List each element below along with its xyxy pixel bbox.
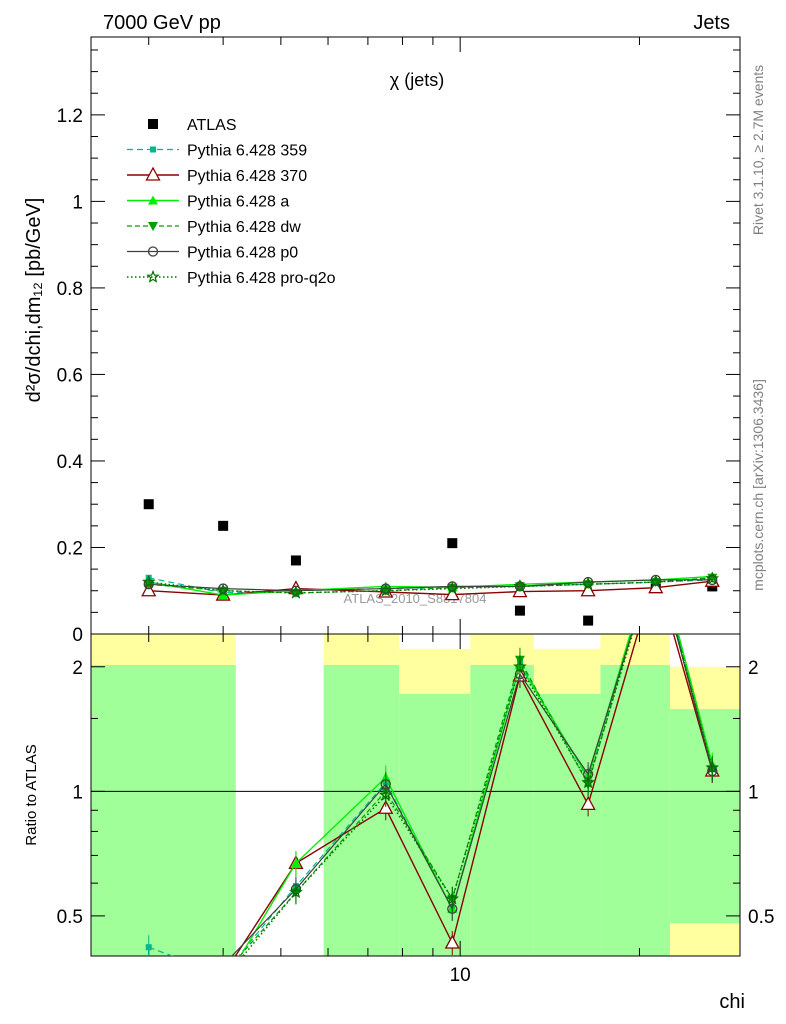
ratio-point-p370: [580, 796, 596, 811]
legend-marker-pp0: [147, 246, 159, 257]
atlas-data-point: [447, 538, 458, 549]
ratio-point-pq2o: [581, 775, 595, 789]
atlas-data-point: [218, 520, 229, 531]
panel-title: χ (jets): [390, 70, 444, 90]
ratio-axes: 0.5 0.5 1 1 2 2 10: [57, 634, 774, 986]
series-point-pq2o: [648, 575, 663, 588]
rivet-version-label: Rivet 3.1.10, ≥ 2.7M events: [750, 65, 766, 235]
uncertainty-bands: [91, 634, 740, 956]
ratio-y-tick-label: 0.5: [57, 907, 83, 928]
ratio-series: [142, 542, 720, 1024]
legend-marker-pa: [148, 195, 158, 205]
y-axis-title: d²σ/dchi,dm₁₂ [pb/GeV]: [23, 198, 45, 403]
ratio-point-p370: [444, 934, 460, 949]
ratio-point-pq2o: [144, 1015, 155, 1024]
legend-label-pa: Pythia 6.428 a: [187, 194, 289, 211]
series-point-pq2o: [216, 583, 230, 597]
process-label: Jets: [693, 12, 730, 34]
legend-label-pp0: Pythia 6.428 p0: [187, 245, 298, 262]
legend-marker-p359: [150, 146, 156, 153]
legend-label-p370: Pythia 6.428 370: [187, 168, 307, 185]
atlas-data-point: [290, 555, 301, 566]
series-point-pq2o: [705, 571, 720, 585]
energy-label: 7000 GeV pp: [103, 12, 221, 34]
legend-label-p359: Pythia 6.428 359: [187, 143, 307, 160]
ratio-point-p359: [145, 944, 152, 951]
ratio-y-tick-label: 2: [72, 658, 83, 679]
legend-marker-pq2o: [146, 269, 160, 283]
source-label: mcplots.cern.ch [arXiv:1306.3436]: [750, 379, 766, 591]
ratio-point-pp0: [144, 1009, 153, 1018]
ratio-point-pq2o: [651, 551, 662, 561]
inner-uncertainty-band: [600, 664, 670, 956]
ratio-point-p359: [220, 972, 226, 978]
legend: ATLAS Pythia 6.428 359 Pythia 6.428 370 Pyt…: [127, 117, 336, 287]
y-tick-label: 0.2: [57, 538, 83, 559]
x-axis-title: chi: [719, 991, 745, 1013]
legend-marker-p370: [145, 166, 161, 181]
ratio-y-tick-label-right: 1: [748, 782, 759, 803]
legend-marker-atlas: [148, 119, 158, 129]
legend-marker-pdw: [148, 222, 158, 231]
series-point-pq2o: [513, 579, 527, 593]
atlas-data-point: [583, 615, 594, 626]
series-line-pq2o: [148, 577, 713, 594]
series-point-pp0: [707, 574, 718, 586]
ratio-point-pdw: [218, 971, 228, 980]
series-line-pp0: [148, 579, 713, 592]
ratio-point-p370: [378, 799, 394, 814]
ratio-plot-frame: [90, 633, 741, 957]
series-point-pp0: [143, 579, 154, 590]
inner-uncertainty-band: [533, 693, 601, 956]
ratio-point-pq2o: [218, 975, 229, 985]
y-tick-label: 0.6: [57, 365, 83, 386]
ratio-point-p370: [217, 968, 230, 980]
series-point-p370: [580, 582, 596, 597]
ratio-point-pq2o: [289, 885, 303, 899]
ratio-point-pdw: [144, 1016, 154, 1024]
main-series: [141, 499, 720, 626]
ratio-point-p359: [653, 548, 659, 554]
y-tick-label: 1.2: [57, 106, 83, 127]
series-point-pq2o: [445, 581, 460, 595]
ratio-point-pp0: [651, 552, 660, 561]
series-point-pq2o: [581, 577, 595, 591]
ratio-point-pq2o: [445, 891, 460, 905]
ratio-point-pa: [290, 858, 301, 868]
ratio-point-pdw: [651, 547, 661, 556]
series-point-pq2o: [378, 583, 393, 597]
inner-uncertainty-band: [399, 693, 471, 956]
atlas-data-point: [143, 499, 154, 510]
ratio-y-tick-label-right: 2: [748, 658, 759, 679]
ratio-point-pp0: [219, 961, 228, 970]
legend-label-pdw: Pythia 6.428 dw: [187, 219, 301, 236]
ratio-point-p370: [142, 1001, 155, 1013]
x-tick-label: 10: [450, 965, 471, 986]
y-tick-label: 1: [72, 192, 83, 213]
ratio-point-pq2o: [705, 760, 720, 774]
ratio-point-p370: [649, 564, 662, 576]
ratio-y-tick-label-right: 0.5: [748, 907, 774, 928]
y-tick-label: 0: [72, 625, 83, 646]
ratio-point-pa: [651, 542, 661, 551]
ratio-point-pa: [218, 980, 228, 989]
inner-uncertainty-band: [91, 664, 236, 956]
y-tick-label: 0.4: [57, 452, 84, 473]
legend-label-pq2o: Pythia 6.428 pro-q2o: [187, 270, 336, 287]
ratio-point-pq2o: [513, 659, 527, 673]
ratio-point-pq2o: [378, 787, 393, 801]
y-tick-label: 0.8: [57, 279, 83, 300]
legend-label-atlas: ATLAS: [187, 117, 237, 134]
series-point-pq2o: [141, 574, 156, 588]
series-point-pq2o: [289, 585, 303, 599]
series-point-p370: [141, 582, 157, 597]
ratio-y-tick-label: 1: [72, 782, 83, 803]
atlas-data-point: [514, 605, 525, 616]
main-axes: 0 0.2 0.4 0.6 0.8 1 1.2: [57, 37, 740, 646]
ratio-y-axis-title: Ratio to ATLAS: [23, 744, 40, 845]
